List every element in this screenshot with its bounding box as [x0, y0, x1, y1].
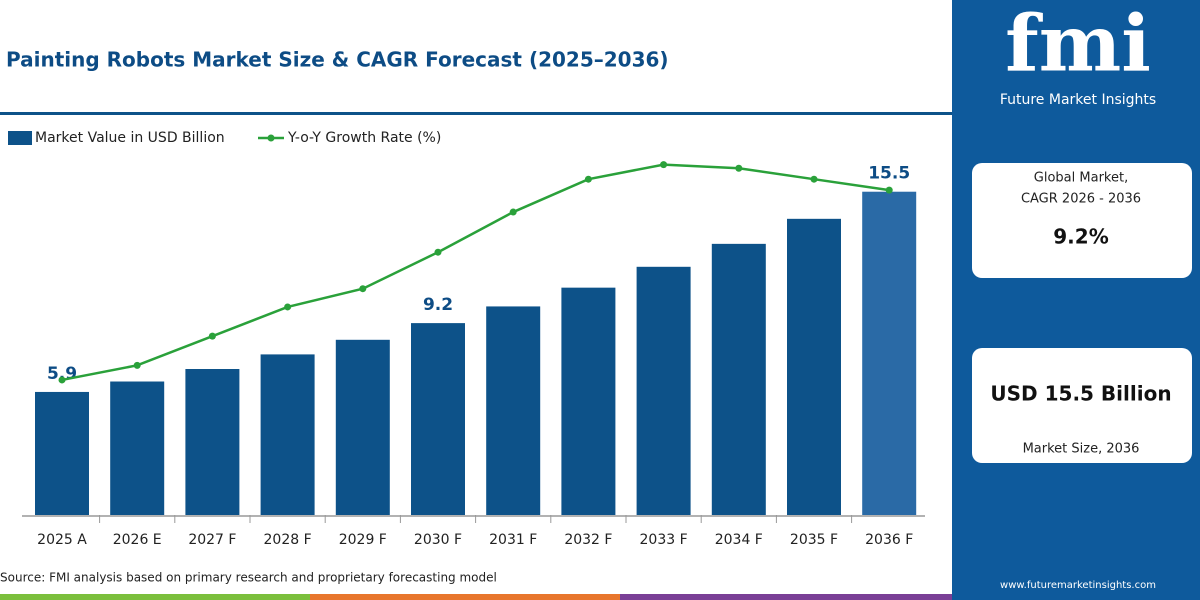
x-tick-label: 2026 E [113, 532, 162, 548]
x-tick-label: 2035 F [790, 532, 838, 548]
strip [0, 594, 310, 600]
strip [310, 594, 620, 600]
line-point [58, 376, 66, 384]
legend-label: Market Value in USD Billion [35, 130, 225, 146]
line-point [284, 303, 292, 311]
line-point [509, 208, 517, 216]
bar [110, 381, 165, 515]
bar [486, 306, 541, 515]
data-label: 15.5 [868, 164, 910, 184]
website: www.futuremarketinsights.com [1000, 580, 1156, 591]
x-tick-label: 2034 F [715, 532, 763, 548]
x-tick-label: 2032 F [564, 532, 612, 548]
x-tick-label: 2027 F [188, 532, 236, 548]
line-point [735, 164, 743, 172]
brand-name: Future Market Insights [1000, 92, 1156, 108]
card-value: USD 15.5 Billion [990, 382, 1171, 406]
card [972, 348, 1192, 463]
bar [260, 354, 315, 515]
line-point [660, 161, 668, 169]
card-value: 9.2% [1053, 225, 1108, 249]
x-tick-label: 2030 F [414, 532, 462, 548]
strip [620, 594, 952, 600]
legend-label: Y-o-Y Growth Rate (%) [287, 130, 441, 146]
line-point [359, 285, 367, 293]
side-panel [952, 0, 1200, 600]
legend-swatch [8, 131, 32, 145]
card [972, 163, 1192, 278]
bar [862, 191, 917, 515]
x-tick-label: 2033 F [640, 532, 688, 548]
bar [35, 391, 89, 515]
line-point [584, 175, 592, 183]
x-tick-label: 2036 F [865, 532, 913, 548]
card-label: Global Market, [1034, 171, 1128, 186]
x-tick-label: 2025 A [37, 532, 87, 548]
legend-swatch [267, 134, 275, 142]
bar [411, 323, 465, 515]
title-rule [0, 112, 952, 115]
line-point [810, 175, 818, 183]
x-tick-label: 2031 F [489, 532, 537, 548]
bar [185, 369, 240, 515]
line-point [885, 186, 893, 194]
line-point [434, 248, 442, 256]
card-label: Market Size, 2036 [1023, 442, 1140, 457]
bar [711, 243, 766, 515]
source: Source: FMI analysis based on primary re… [0, 571, 497, 585]
x-tick-label: 2029 F [339, 532, 387, 548]
line-point [133, 361, 141, 369]
card-label: CAGR 2026 - 2036 [1021, 192, 1141, 207]
bar [335, 339, 390, 515]
data-label: 9.2 [423, 295, 453, 315]
bar [561, 287, 616, 515]
line [61, 163, 890, 382]
bar [787, 218, 841, 516]
bar [636, 266, 691, 515]
chart-title: Painting Robots Market Size & CAGR Forec… [6, 48, 669, 72]
brand-logo: fmi [1005, 0, 1151, 90]
x-tick-label: 2028 F [264, 532, 312, 548]
line-point [208, 332, 216, 340]
